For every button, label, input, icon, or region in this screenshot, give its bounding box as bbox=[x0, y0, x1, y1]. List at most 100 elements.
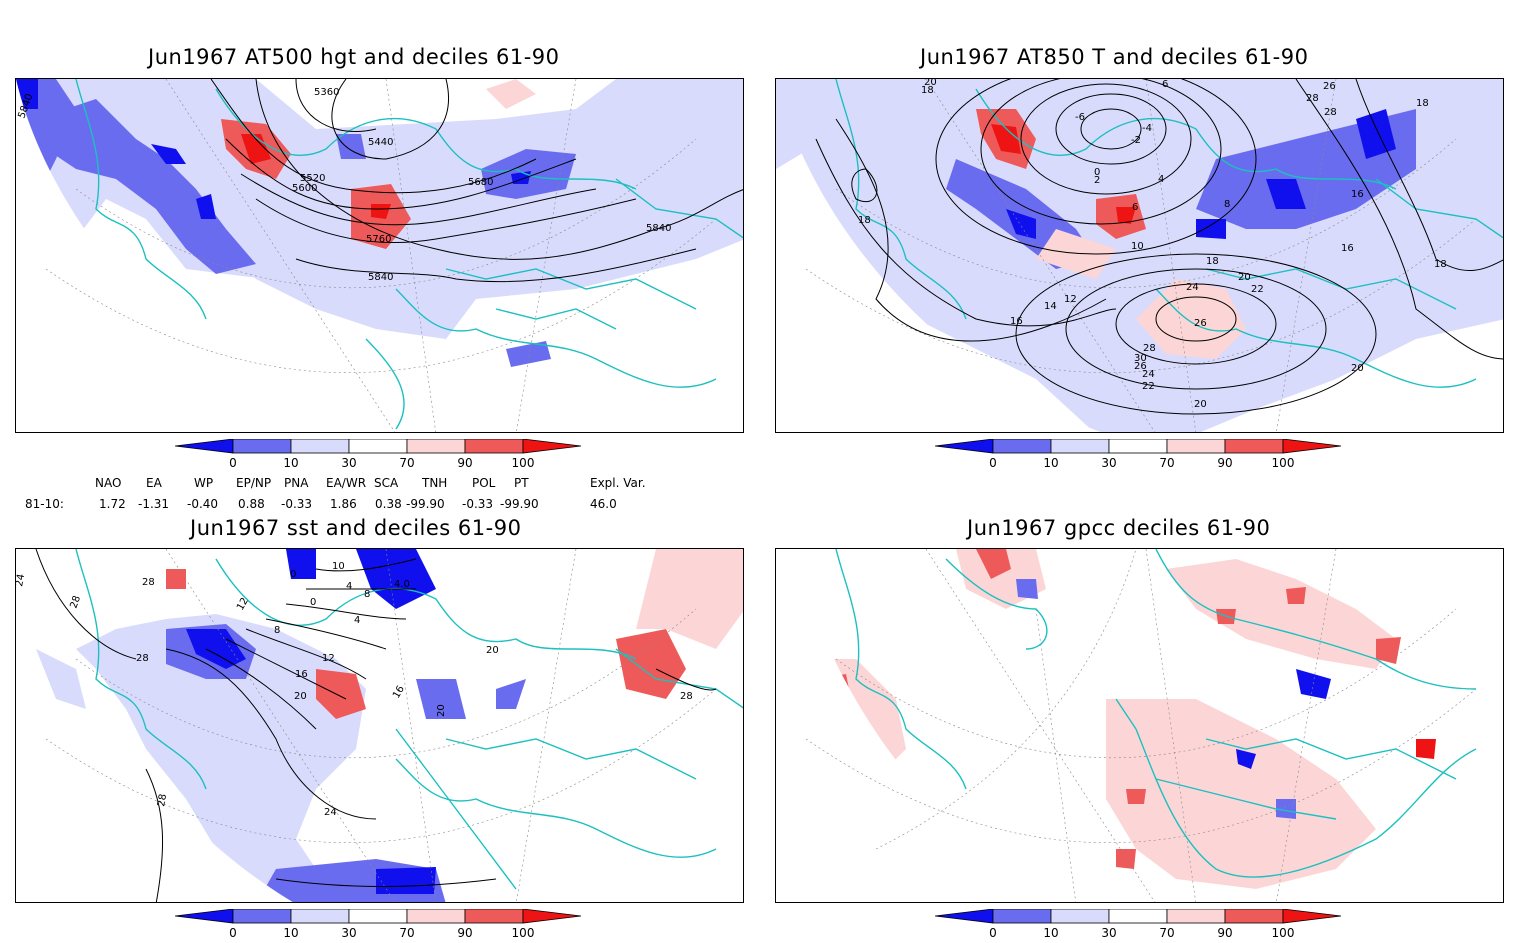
hgt500-contour-label: 5760 bbox=[366, 234, 391, 245]
t850-contour-label: 26 bbox=[1194, 318, 1207, 329]
index-value: -99.90 bbox=[500, 497, 539, 511]
colorbar-tick-label: 30 bbox=[341, 926, 356, 939]
t850-contour-label: 30 bbox=[1134, 353, 1147, 364]
colorbar-tick-label: 90 bbox=[457, 926, 472, 939]
panel-1-title: Jun1967 AT500 hgt and deciles 61-90 bbox=[148, 45, 560, 69]
t850-contour-label: 18 bbox=[921, 85, 934, 96]
t850-contour-label: 20 bbox=[1238, 272, 1251, 283]
index-header: PT bbox=[514, 476, 529, 490]
colorbar-arrow-right bbox=[1282, 438, 1342, 454]
t850-contour-label: 2 bbox=[1094, 175, 1100, 186]
hgt500-contour-label: 5520 bbox=[300, 173, 325, 184]
hgt500-contour-label: 5840 bbox=[368, 272, 393, 283]
colorbar-tick-label: 30 bbox=[341, 456, 356, 469]
index-header: EP/NP bbox=[236, 476, 272, 490]
hgt500-map-svg: 5840 5360 5440 5520 5600 5680 5760 5840 … bbox=[16, 79, 743, 432]
t850-contour-label: 28 bbox=[1143, 343, 1156, 354]
t850-contour-label: 16 bbox=[1010, 316, 1023, 327]
t850-contour-label: 6 bbox=[1162, 79, 1168, 90]
t850-contour-label: 12 bbox=[1064, 294, 1077, 305]
sst-contour-label: 24 bbox=[16, 573, 27, 587]
colorbar-svg-2: 0 10 30 70 90 100 bbox=[934, 438, 1342, 470]
colorbar-tick-label: 100 bbox=[512, 456, 535, 469]
colorbar-segment bbox=[348, 908, 408, 924]
gpcc-shading bbox=[776, 549, 1503, 902]
hgt500-contour-label: 5600 bbox=[292, 183, 317, 194]
index-header: Expl. Var. bbox=[590, 476, 646, 490]
colorbar-tick-label: 10 bbox=[1043, 456, 1058, 469]
colorbar-segment bbox=[992, 908, 1052, 924]
t850-contour-label: 18 bbox=[1206, 256, 1219, 267]
sst-grid bbox=[45, 549, 717, 902]
t850-contour-labels: 20 18 6 -6 -4 -2 0 2 4 6 8 10 12 14 16 1… bbox=[858, 79, 1447, 410]
t850-contour-label: 18 bbox=[1416, 98, 1429, 109]
map-panel-hgt500: 5840 5360 5440 5520 5600 5680 5760 5840 … bbox=[15, 78, 744, 433]
t850-contour-label: 22 bbox=[1142, 381, 1155, 392]
t850-contours bbox=[815, 79, 1503, 415]
colorbar-segment bbox=[1050, 438, 1110, 454]
index-header: NAO bbox=[95, 476, 122, 490]
index-value: 1.72 bbox=[99, 497, 126, 511]
sst-contour-label: 28 bbox=[680, 691, 693, 702]
sst-contour-label: 28 bbox=[136, 653, 149, 664]
t850-contour-label: 26 bbox=[1323, 81, 1336, 92]
colorbar-segment bbox=[1224, 438, 1284, 454]
colorbar-tick-label: 0 bbox=[989, 926, 997, 939]
colorbar-segment bbox=[1108, 908, 1168, 924]
t850-shading bbox=[776, 79, 1503, 432]
index-value: 46.0 bbox=[590, 497, 617, 511]
sst-contour-label: 0 bbox=[310, 597, 316, 608]
t850-contour-label: 10 bbox=[1131, 241, 1144, 252]
index-header: PNA bbox=[284, 476, 309, 490]
colorbar-svg-3: 0 10 30 70 90 100 bbox=[174, 908, 582, 940]
colorbar-3: 0 10 30 70 90 100 bbox=[174, 908, 587, 940]
sst-shading bbox=[16, 549, 743, 902]
hgt500-contours bbox=[210, 79, 743, 283]
colorbar-2: 0 10 30 70 90 100 bbox=[934, 438, 1347, 470]
colorbar-tick-label: 0 bbox=[229, 926, 237, 939]
sst-contour-label: 20 bbox=[294, 691, 307, 702]
index-value: 1.86 bbox=[330, 497, 357, 511]
hgt500-contour-label: 5360 bbox=[314, 87, 339, 98]
colorbar-tick-label: 0 bbox=[229, 456, 237, 469]
t850-map-svg: 20 18 6 -6 -4 -2 0 2 4 6 8 10 12 14 16 1… bbox=[776, 79, 1503, 432]
colorbar-segment bbox=[464, 908, 524, 924]
t850-contour-label: 20 bbox=[1351, 363, 1364, 374]
index-value: 0.88 bbox=[238, 497, 265, 511]
sst-contour-label: 12 bbox=[322, 653, 335, 664]
sst-contour-label: 0 bbox=[290, 569, 296, 580]
t850-contour-label: 24 bbox=[1142, 369, 1155, 380]
hgt500-shading bbox=[16, 79, 743, 432]
index-header: POL bbox=[472, 476, 496, 490]
colorbar-segment bbox=[406, 438, 466, 454]
colorbar-segment bbox=[232, 438, 292, 454]
colorbar-segment bbox=[290, 438, 350, 454]
index-value: -1.31 bbox=[138, 497, 170, 511]
colorbar-arrow-left bbox=[174, 908, 234, 924]
colorbar-tick-label: 70 bbox=[1159, 456, 1174, 469]
index-header: EA bbox=[146, 476, 162, 490]
map-panel-sst: 24 28 28 10 0 4 8 12 16 20 24 28 28 16 2… bbox=[15, 548, 744, 903]
colorbar-tick-label: 100 bbox=[1272, 926, 1295, 939]
t850-contour-label: 28 bbox=[1306, 93, 1319, 104]
colorbar-tick-label: 30 bbox=[1101, 926, 1116, 939]
colorbar-tick-label: 100 bbox=[1272, 456, 1295, 469]
colorbar-arrow-right bbox=[1282, 908, 1342, 924]
colorbar-4: 0 10 30 70 90 100 bbox=[934, 908, 1347, 940]
colorbar-arrow-left bbox=[934, 438, 994, 454]
colorbar-tick-label: 70 bbox=[1159, 926, 1174, 939]
t850-contour-label: -6 bbox=[1075, 112, 1085, 123]
t850-contour-label: 18 bbox=[858, 215, 871, 226]
t850-contour-label: 0 bbox=[1094, 167, 1100, 178]
colorbar-svg-4: 0 10 30 70 90 100 bbox=[934, 908, 1342, 940]
hgt500-contour-label: 5840 bbox=[646, 223, 671, 234]
colorbar-tick-label: 70 bbox=[399, 926, 414, 939]
colorbar-segment bbox=[290, 908, 350, 924]
hgt500-grid bbox=[45, 79, 717, 432]
t850-contour-label: 16 bbox=[1341, 243, 1354, 254]
t850-grid bbox=[805, 79, 1477, 432]
sst-contour-label: 16 bbox=[295, 669, 308, 680]
t850-contour-label: 22 bbox=[1251, 284, 1264, 295]
t850-contour-label: 20 bbox=[924, 79, 937, 88]
colorbar-arrow-left bbox=[174, 438, 234, 454]
